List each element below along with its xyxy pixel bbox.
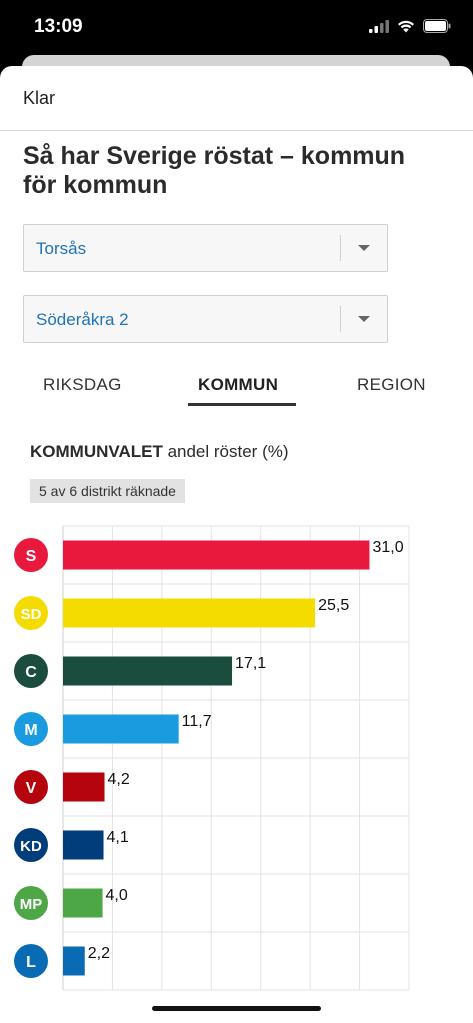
- district-select-value: Söderåkra 2: [36, 310, 129, 329]
- status-icons: [369, 19, 451, 33]
- done-button[interactable]: Klar: [23, 88, 56, 108]
- party-badge-s: [14, 538, 48, 572]
- select-divider: [340, 235, 341, 261]
- active-tab-indicator: [188, 403, 296, 406]
- home-indicator: [152, 1006, 321, 1011]
- party-label-s: S: [26, 548, 37, 565]
- chart-heading: KOMMUNVALET andel röster (%): [30, 442, 289, 462]
- chevron-down-icon[interactable]: [358, 245, 370, 251]
- chart-heading-rest: andel röster (%): [162, 442, 289, 461]
- value-label-s: 31,0: [372, 539, 403, 556]
- bar-m: [63, 714, 179, 744]
- battery-icon: [423, 19, 451, 33]
- value-label-m: 11,7: [182, 713, 212, 730]
- bar-mp: [63, 888, 103, 918]
- bar-v: [63, 772, 105, 802]
- bar-l: [63, 946, 85, 976]
- municipality-select[interactable]: Torsås: [23, 224, 388, 272]
- value-label-mp: 4,0: [106, 887, 128, 904]
- party-badge-sd: [14, 596, 48, 630]
- status-time: 13:09: [34, 16, 83, 37]
- results-bar-chart: S 31,0 SD 25,5 C 17,1 M 11,7 V 4,2 KD 4,1 MP 4,0 L 2,2: [14, 525, 410, 991]
- value-label-l: 2,2: [88, 945, 110, 962]
- bar-c: [63, 656, 233, 686]
- party-label-kd: KD: [20, 838, 42, 855]
- municipality-select-value: Torsås: [36, 239, 87, 258]
- party-label-l: L: [26, 954, 36, 971]
- cellular-signal-icon: [369, 19, 389, 33]
- districts-counted-badge: 5 av 6 distrikt räknade: [30, 479, 185, 503]
- value-label-v: 4,2: [108, 771, 130, 788]
- party-label-mp: MP: [20, 896, 43, 913]
- party-badge-kd: [14, 828, 48, 862]
- party-badge-v: [14, 770, 48, 804]
- bar-kd: [63, 830, 104, 860]
- party-badge-l: [14, 944, 48, 978]
- modal-sheet: Klar Så har Sverige röstat – kommun för …: [0, 66, 473, 1023]
- value-label-sd: 25,5: [318, 597, 349, 614]
- chart-heading-bold: KOMMUNVALET: [30, 442, 163, 461]
- district-select[interactable]: Söderåkra 2: [23, 295, 388, 343]
- party-label-c: C: [25, 664, 37, 681]
- party-badge-m: [14, 712, 48, 746]
- page-title: Så har Sverige röstat – kommun för kommu…: [23, 142, 406, 199]
- value-label-c: 17,1: [235, 655, 266, 672]
- select-divider: [340, 306, 341, 332]
- election-tabs: RIKSDAG KOMMUN REGION: [0, 371, 473, 407]
- bar-s: [63, 540, 370, 570]
- tab-kommun[interactable]: KOMMUN: [198, 375, 279, 394]
- tab-region[interactable]: REGION: [357, 375, 426, 394]
- bar-sd: [63, 598, 316, 628]
- party-badge-mp: [14, 886, 48, 920]
- party-label-m: M: [24, 722, 37, 739]
- chevron-down-icon[interactable]: [358, 316, 370, 322]
- sheet-header: Klar: [0, 66, 473, 131]
- party-label-v: V: [26, 780, 37, 797]
- party-badge-c: [14, 654, 48, 688]
- wifi-icon: [398, 20, 414, 32]
- party-label-sd: SD: [21, 606, 42, 623]
- tab-riksdag[interactable]: RIKSDAG: [43, 375, 122, 394]
- value-label-kd: 4,1: [107, 829, 129, 846]
- status-bar: 13:09: [0, 0, 473, 56]
